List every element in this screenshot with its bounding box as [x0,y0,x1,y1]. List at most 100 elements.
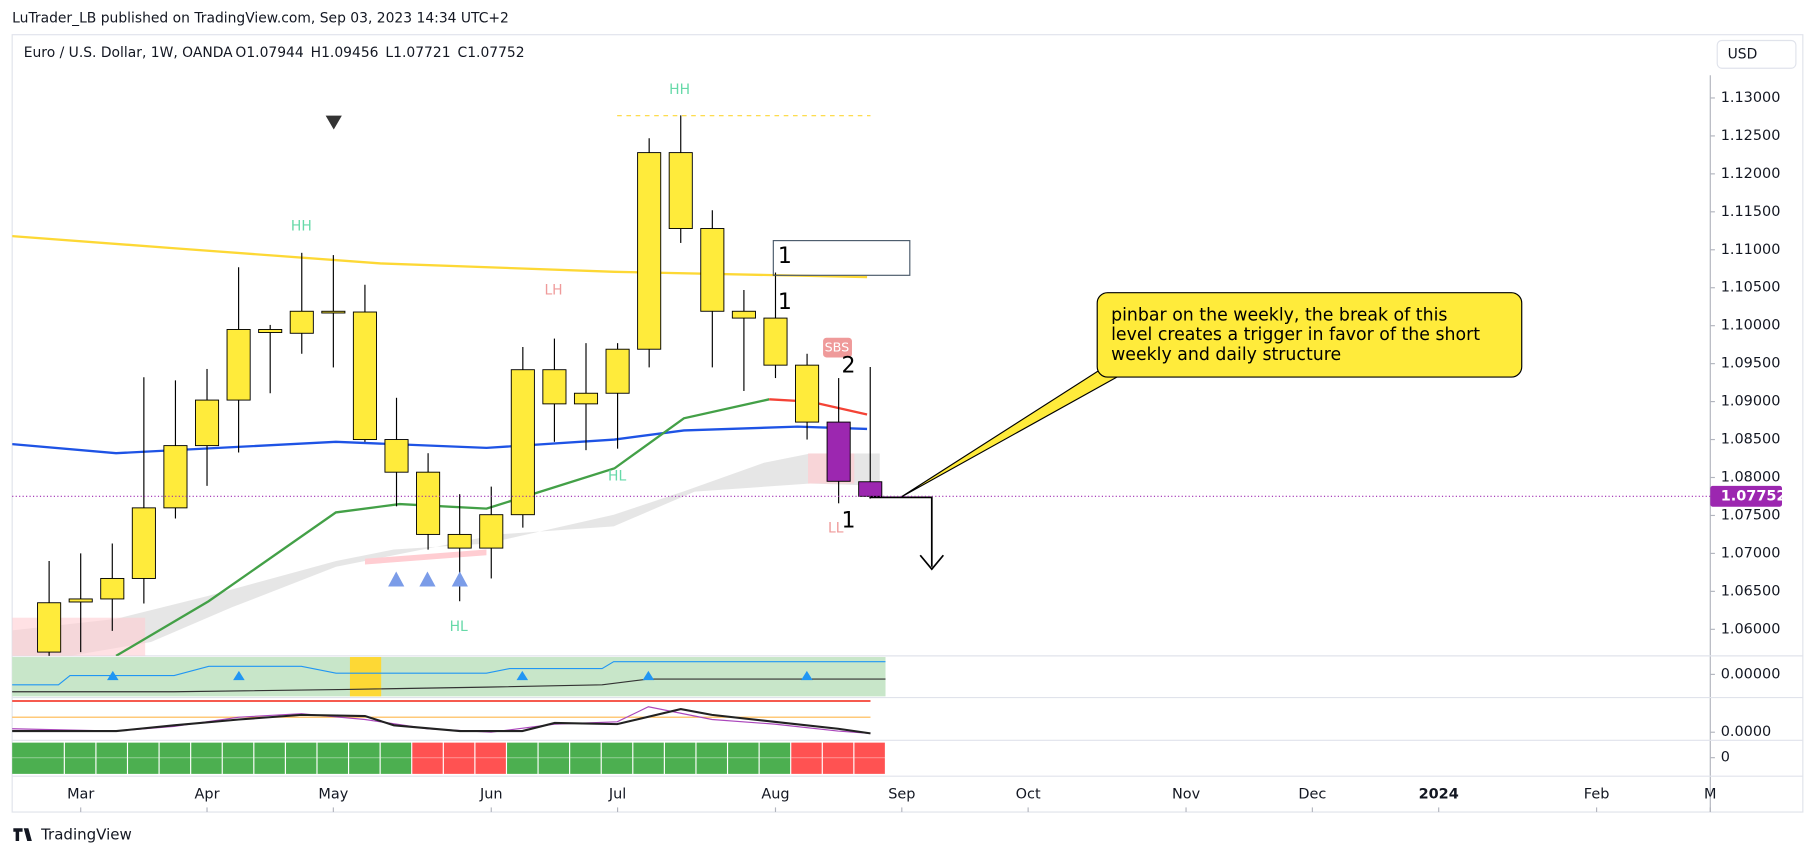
candle-body [321,310,346,314]
y-tick-label: 1.10500 [1721,280,1781,296]
candle-body [637,152,662,350]
ohlc-label: C [458,45,468,61]
candle-body [700,228,725,312]
signal-block [191,742,222,774]
x-tick-label: M [1704,787,1716,803]
candle-body [68,598,93,603]
pane-tick-label: 0.00000 [1721,666,1781,682]
ohlc-label: H [311,45,321,61]
y-tick-label: 1.09500 [1721,356,1781,372]
signal-block [349,742,380,774]
signal-block [759,742,791,774]
candle-body [131,507,156,579]
callout-box [1096,292,1523,378]
signal-block [222,742,254,774]
candle-body [289,310,314,334]
candle-body [194,399,220,447]
signal-block [12,742,64,774]
signal-block [412,742,443,774]
signal-block [380,742,412,774]
signal-block [696,742,727,774]
moving-average [115,398,770,656]
signal-block [791,742,822,774]
chart-frame [11,34,1804,813]
sbs-badge [823,337,852,358]
signal-block [728,742,759,774]
overlays [12,453,880,656]
zone [364,549,487,565]
candle-body [731,310,756,319]
y-tick-label: 1.13000 [1721,90,1781,106]
indicator-line [12,661,886,686]
pane-tick-label: 0 [1721,750,1730,766]
candle-body [352,311,377,441]
candle-body [447,533,472,549]
callout-pointer [900,369,1119,498]
signal-block [254,742,285,774]
candle-body [37,602,62,653]
swing-label: HH [669,82,690,98]
y-tick-label: 1.06000 [1721,621,1781,637]
candle-body [100,577,125,600]
y-tick-label: 1.11500 [1721,204,1781,220]
ohlc-value: 1.07721 [393,45,450,61]
signal-block [570,742,601,774]
signal-block [507,742,538,774]
moving-averages [12,234,868,656]
symbol: Euro / U.S. Dollar, 1W, OANDA [24,45,233,61]
candle-body [763,317,788,366]
count-label: 1 [842,509,856,534]
signal-block [854,742,885,774]
y-tick-label: 1.07000 [1721,545,1781,561]
up-markers [388,571,468,587]
signal-block [285,742,317,774]
x-tick-label: Nov [1172,787,1201,803]
count-label: 1 [778,244,792,269]
x-tick-label: Sep [888,787,915,803]
count-label: 1 [778,290,792,315]
down-arrow [869,496,945,571]
y-tick-label: 1.10000 [1721,318,1781,334]
x-tick-label: Oct [1016,787,1041,803]
x-tick-label: May [318,787,348,803]
callout-text: level creates a trigger in favor of the … [1111,325,1480,345]
level-box [772,240,911,276]
y-tick-label: 1.07500 [1721,507,1781,523]
x-tick-label: Jun [479,787,503,803]
signal-block [538,742,570,774]
x-tick-label: Dec [1298,787,1326,803]
last-price-label: 1.07752 [1721,488,1787,504]
signal-block [317,742,348,774]
moving-average [12,234,868,279]
swing-label: HL [608,469,626,485]
candle-body [858,481,883,497]
signal-block [822,742,854,774]
candle-body [226,329,251,401]
x-tick-label: Aug [761,787,789,803]
published-note: LuTrader_LB published on TradingView.com… [12,11,509,27]
pane-tick-label: 0.0000 [1721,724,1772,740]
candle-body [826,421,851,482]
x-tick-label: 2024 [1419,787,1459,803]
sbs-label: SBS [825,340,850,355]
candles [37,115,883,656]
x-tick-label: Jul [608,787,626,803]
y-tick-label: 1.12500 [1721,128,1781,144]
x-tick-label: Feb [1584,787,1610,803]
ohlc-value: 1.07752 [467,45,524,61]
cloud [12,453,880,656]
candle-body [258,329,283,333]
y-tick-label: 1.11000 [1721,242,1781,258]
signal-block [601,742,633,774]
y-tick-label: 1.09000 [1721,394,1781,410]
y-tick-label: 1.06500 [1721,583,1781,599]
currency-button[interactable] [1716,39,1797,69]
candle-body [605,348,630,394]
swing-label: LL [828,521,844,537]
signal-block [475,742,506,774]
ohlc-label: L [385,45,393,61]
candle-body [163,445,188,509]
oscillator [12,708,871,735]
currency[interactable]: USD [1728,46,1758,62]
